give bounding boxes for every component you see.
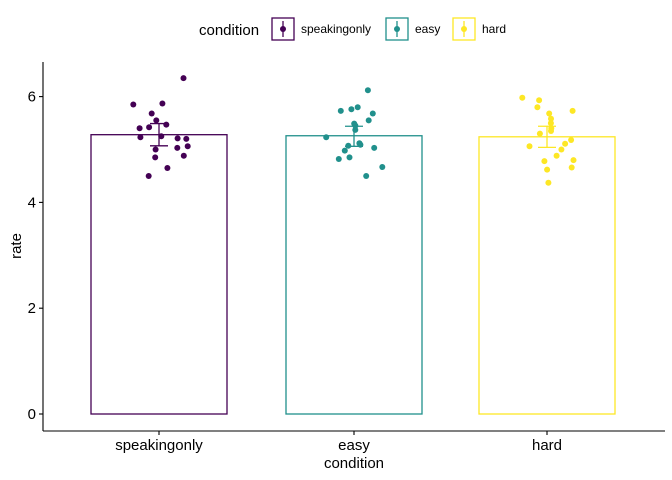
- data-point-speakingonly: [152, 146, 159, 153]
- legend: condition speakingonly easy hard: [199, 17, 506, 41]
- data-point-speakingonly: [174, 144, 181, 151]
- data-point-speakingonly: [183, 135, 190, 142]
- data-point-hard: [526, 143, 533, 150]
- axes: 0 2 4 6 speakingonly easy hard: [28, 62, 665, 454]
- data-point-easy: [369, 110, 376, 117]
- data-point-hard: [519, 94, 526, 101]
- data-point-easy: [365, 117, 372, 124]
- data-point-easy: [348, 106, 355, 113]
- legend-label: hard: [482, 22, 506, 36]
- data-point-easy: [354, 104, 361, 111]
- y-axis-title: rate: [8, 233, 25, 259]
- data-point-hard: [548, 115, 554, 122]
- data-point-easy: [323, 134, 330, 141]
- legend-label: easy: [415, 22, 440, 36]
- data-point-hard: [562, 140, 569, 147]
- data-point-hard: [569, 107, 576, 114]
- bar-speakingonly: [90, 134, 228, 415]
- legend-key: [452, 17, 476, 41]
- data-point-speakingonly: [180, 152, 187, 159]
- data-point-speakingonly: [152, 154, 159, 161]
- data-point-hard: [544, 166, 551, 173]
- bar-easy: [285, 135, 423, 415]
- data-point-easy: [335, 156, 342, 162]
- data-point-hard: [568, 164, 575, 171]
- data-point-hard: [534, 104, 541, 111]
- data-point-speakingonly: [184, 143, 191, 150]
- legend-item-speakingonly: speakingonly: [271, 17, 371, 41]
- data-point-hard: [541, 158, 548, 165]
- x-axis-title: condition: [324, 455, 384, 472]
- y-tick-label: 6: [28, 89, 36, 106]
- data-point-hard: [536, 97, 543, 104]
- data-point-easy: [352, 126, 359, 133]
- data-point-speakingonly: [137, 134, 144, 141]
- data-point-speakingonly: [158, 133, 165, 140]
- data-point-hard: [553, 152, 560, 159]
- data-point-easy: [364, 87, 371, 94]
- data-point-speakingonly: [159, 100, 166, 107]
- bar-hard: [478, 136, 616, 415]
- data-point-hard: [547, 120, 554, 127]
- data-point-easy: [352, 122, 359, 129]
- data-point-speakingonly: [145, 173, 152, 179]
- legend-key: [271, 17, 295, 41]
- data-point-speakingonly: [163, 121, 170, 128]
- legend-item-hard: hard: [452, 17, 506, 41]
- data-point-speakingonly: [148, 110, 155, 117]
- data-point-easy: [341, 147, 348, 154]
- legend-key: [385, 17, 409, 41]
- data-point-speakingonly: [146, 124, 153, 131]
- data-point-hard: [570, 157, 577, 164]
- data-point-speakingonly: [136, 125, 143, 132]
- data-point-hard: [548, 128, 554, 134]
- data-point-speakingonly: [164, 165, 171, 171]
- data-point-easy: [337, 107, 344, 114]
- data-point-speakingonly: [153, 117, 160, 124]
- data-point-hard: [568, 137, 575, 143]
- data-point-easy: [363, 173, 370, 179]
- plot-area: [90, 75, 616, 415]
- data-point-easy: [345, 142, 352, 149]
- data-point-easy: [357, 141, 364, 148]
- legend-key-dot: [280, 26, 286, 32]
- data-point-easy: [371, 144, 378, 151]
- legend-key-dot: [394, 26, 400, 32]
- x-tick-label: speakingonly: [115, 437, 203, 454]
- data-point-hard: [546, 110, 553, 117]
- data-point-speakingonly: [174, 135, 181, 142]
- data-point-hard: [545, 179, 552, 186]
- x-tick-label: hard: [532, 437, 562, 454]
- legend-title: condition: [199, 22, 259, 39]
- legend-item-easy: easy: [385, 17, 440, 41]
- y-tick-label: 2: [28, 300, 36, 317]
- data-point-speakingonly: [180, 75, 187, 82]
- legend-label: speakingonly: [301, 22, 371, 36]
- x-tick-label: easy: [338, 437, 370, 454]
- y-tick-label: 0: [28, 406, 36, 423]
- data-point-hard: [536, 130, 543, 137]
- data-point-speakingonly: [130, 101, 137, 108]
- data-point-hard: [558, 146, 565, 153]
- legend-key-dot: [461, 26, 467, 32]
- data-point-easy: [346, 154, 353, 161]
- data-point-easy: [379, 164, 386, 170]
- y-tick-label: 4: [28, 194, 36, 211]
